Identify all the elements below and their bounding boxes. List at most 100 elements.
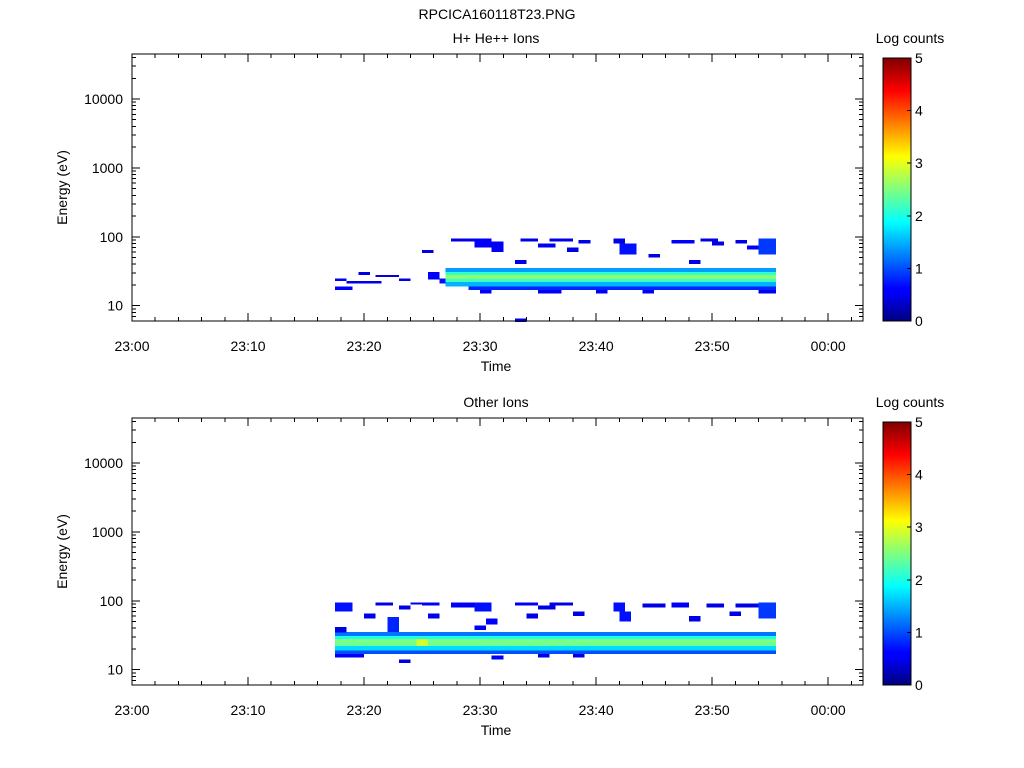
p0-y-tick-label: 10000 (84, 91, 123, 107)
p1-heatmap-cell (706, 603, 724, 608)
p0-heatmap-cell (445, 282, 776, 287)
p1-heatmap-cell (335, 642, 776, 647)
p1-heatmap-cell (491, 655, 504, 660)
p0-heatmap-cell (375, 274, 399, 278)
p0-heatmap-cell (538, 289, 562, 294)
p1-heatmap-cell (335, 626, 347, 633)
panel-other-ions: 23:00 23:10 23:20 23:30 23:40 23:50 00:0010100… (54, 394, 944, 738)
p1-heatmap-cell (619, 611, 631, 622)
p0-colorbar (882, 57, 912, 322)
p1-cells (335, 602, 776, 663)
p1-y-axis-label: Energy (eV) (54, 514, 70, 589)
p1-colorbar-label: Log counts (876, 394, 945, 410)
p0-heatmap-cell (689, 260, 701, 265)
p0-x-tick-label: 23:20 (347, 338, 382, 354)
p0-heatmap-cell (648, 254, 660, 258)
p0-heatmap-cell (358, 271, 370, 275)
p1-heatmap-cell (572, 611, 585, 617)
p0-x-tick-label: 23:10 (231, 338, 266, 354)
p1-heatmap-cell (642, 603, 666, 608)
p0-heatmap-cell (445, 274, 776, 279)
p0-colorbar-tick-label: 1 (915, 260, 923, 276)
p0-y-tick-label: 100 (100, 229, 124, 245)
p0-heatmap-cell (613, 238, 626, 244)
p1-chart-title: Other Ions (463, 394, 528, 410)
p0-heatmap-cell (445, 278, 776, 283)
p0-plot-frame (131, 53, 864, 322)
p0-heatmap-cell (735, 240, 747, 244)
p0-heatmap-cell (445, 271, 776, 275)
p0-heatmap-cell (514, 260, 527, 265)
p1-y-tick-label: 10 (107, 662, 123, 678)
p1-y-tick-label: 100 (100, 593, 124, 609)
p0-colorbar-label: Log counts (876, 30, 945, 46)
p1-y-tick-label: 1000 (92, 524, 123, 540)
p0-heatmap-cell (335, 278, 347, 281)
p1-heatmap-cell (451, 602, 475, 608)
p1-x-tick-label: 23:50 (695, 702, 730, 718)
p0-heatmap-cell (468, 286, 776, 290)
panel-h-he-ions: 23:00 23:10 23:20 23:30 23:40 23:50 00:0010100… (54, 30, 944, 374)
p0-x-tick-label: 23:40 (579, 338, 614, 354)
p1-colorbar-tick-label: 5 (915, 414, 923, 430)
p0-y-tick-label: 10 (107, 298, 123, 314)
p0-heatmap-cell (346, 280, 382, 284)
p1-colorbar-tick-label: 1 (915, 624, 923, 640)
p1-y-tick-label: 10000 (84, 455, 123, 471)
p1-heatmap-cell (387, 617, 399, 633)
p1-heatmap-cell (572, 653, 585, 658)
p0-heatmap-cell (520, 238, 539, 242)
p0-heatmap-cell (578, 240, 591, 244)
p1-heatmap-cell (398, 605, 411, 610)
p1-heatmap-cell (689, 616, 701, 622)
p1-heatmap-cell (398, 659, 411, 663)
p0-colorbar-tick-label: 5 (915, 50, 923, 66)
p0-heatmap-cell (422, 250, 434, 254)
p0-heatmap-cell (700, 238, 718, 242)
p0-heatmap-cell (758, 238, 776, 255)
p1-heatmap-cell (474, 625, 486, 630)
p1-x-tick-label: 23:00 (114, 702, 149, 718)
p1-heatmap-cell (758, 602, 776, 619)
p0-heatmap-cell (642, 289, 655, 294)
p1-heatmap-cell (335, 632, 776, 636)
p1-heatmap-cell (335, 653, 365, 658)
p1-heatmap-cell (729, 611, 742, 617)
p1-heatmap-cell (485, 618, 498, 625)
p0-y-axis-label: Energy (eV) (54, 150, 70, 225)
p1-colorbar-tick-label: 0 (915, 677, 923, 693)
p1-heatmap-cell (335, 602, 353, 612)
p0-x-tick-label: 00:00 (811, 338, 846, 354)
p0-x-tick-label: 23:00 (114, 338, 149, 354)
p0-colorbar-tick-label: 0 (915, 313, 923, 329)
p1-heatmap-cell (671, 602, 689, 608)
p0-x-tick-label: 23:50 (695, 338, 730, 354)
p0-heatmap-cell (567, 247, 579, 253)
p1-heatmap-cell (335, 638, 776, 643)
p0-heatmap-cell (596, 289, 608, 294)
p0-colorbar-tick-label: 3 (915, 155, 923, 171)
p1-heatmap-cell (416, 638, 428, 647)
p0-heatmap-cell (671, 240, 695, 244)
p1-heatmap-cell (613, 602, 626, 612)
p0-heatmap-cell (398, 278, 411, 281)
p1-x-axis-label: Time (481, 722, 512, 738)
p0-heatmap-cell (474, 238, 492, 248)
p0-heatmap-cell (619, 243, 637, 255)
p1-heatmap-cell (375, 602, 394, 606)
p0-heatmap-cell (747, 245, 759, 250)
p1-x-tick-label: 23:10 (231, 702, 266, 718)
p1-x-tick-label: 23:20 (347, 702, 382, 718)
p0-heatmap-cell (427, 271, 440, 280)
p1-x-tick-label: 00:00 (811, 702, 846, 718)
p1-colorbar-tick-label: 4 (915, 467, 923, 483)
p1-x-tick-label: 23:30 (463, 702, 498, 718)
p1-heatmap-cell (427, 613, 440, 619)
p0-x-axis-label: Time (481, 358, 512, 374)
p0-heatmap-cell (758, 289, 776, 294)
p1-heatmap-cell (514, 602, 539, 606)
p1-heatmap-cell (538, 605, 556, 610)
p1-heatmap-cell (410, 602, 423, 605)
p0-heatmap-cell (491, 241, 504, 253)
p1-heatmap-cell (474, 602, 492, 612)
